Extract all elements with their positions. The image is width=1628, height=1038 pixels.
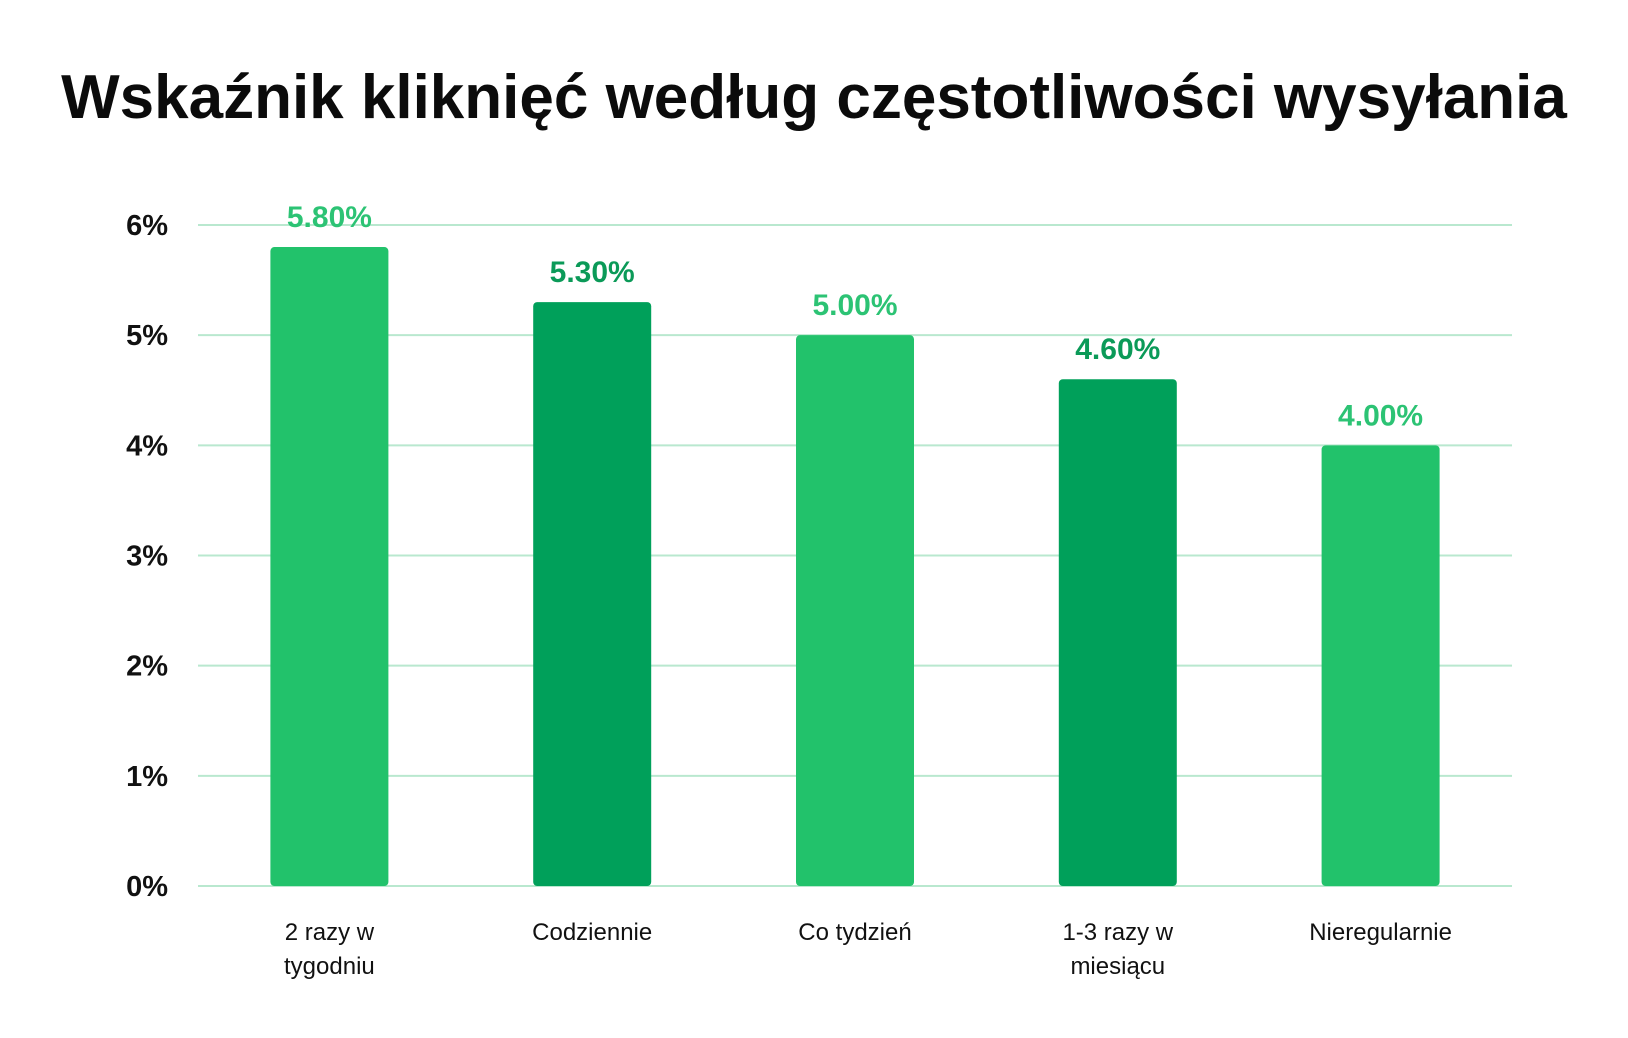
bar	[270, 247, 389, 887]
bar	[1321, 445, 1440, 886]
x-tick-label: Nieregularnie	[1309, 919, 1452, 946]
x-tick-label: 1-3 razy w miesiącu	[1062, 919, 1173, 980]
y-tick-label: 2%	[126, 651, 168, 683]
x-tick-label: Co tydzień	[798, 919, 911, 946]
data-labels: 5.80% 5.30% 5.00% 4.60% 4.00%	[287, 201, 1423, 432]
data-label: 4.00%	[1338, 399, 1423, 432]
x-tick-label: 2 razy w tygodniu	[284, 919, 375, 980]
y-tick-label: 1%	[126, 761, 168, 793]
bars	[270, 247, 1440, 887]
data-label: 5.30%	[550, 256, 635, 289]
bar	[533, 302, 652, 886]
x-axis-ticks: 2 razy w tygodniu Codziennie Co tydzień 1-3 …	[284, 919, 1452, 980]
data-label: 5.80%	[287, 201, 372, 234]
y-tick-label: 5%	[126, 320, 168, 352]
y-tick-label: 0%	[126, 871, 168, 903]
y-tick-label: 3%	[126, 541, 168, 573]
data-label: 4.60%	[1075, 333, 1160, 366]
y-tick-label: 4%	[126, 430, 168, 462]
y-axis-ticks: 0% 1% 2% 3% 4% 5% 6%	[126, 210, 168, 903]
y-tick-label: 6%	[126, 210, 168, 242]
chart-title: Wskaźnik kliknięć według częstotliwości …	[61, 63, 1567, 132]
bar	[796, 335, 914, 887]
bar	[1058, 379, 1177, 886]
data-label: 5.00%	[812, 289, 897, 322]
x-tick-label: Codziennie	[532, 919, 652, 946]
